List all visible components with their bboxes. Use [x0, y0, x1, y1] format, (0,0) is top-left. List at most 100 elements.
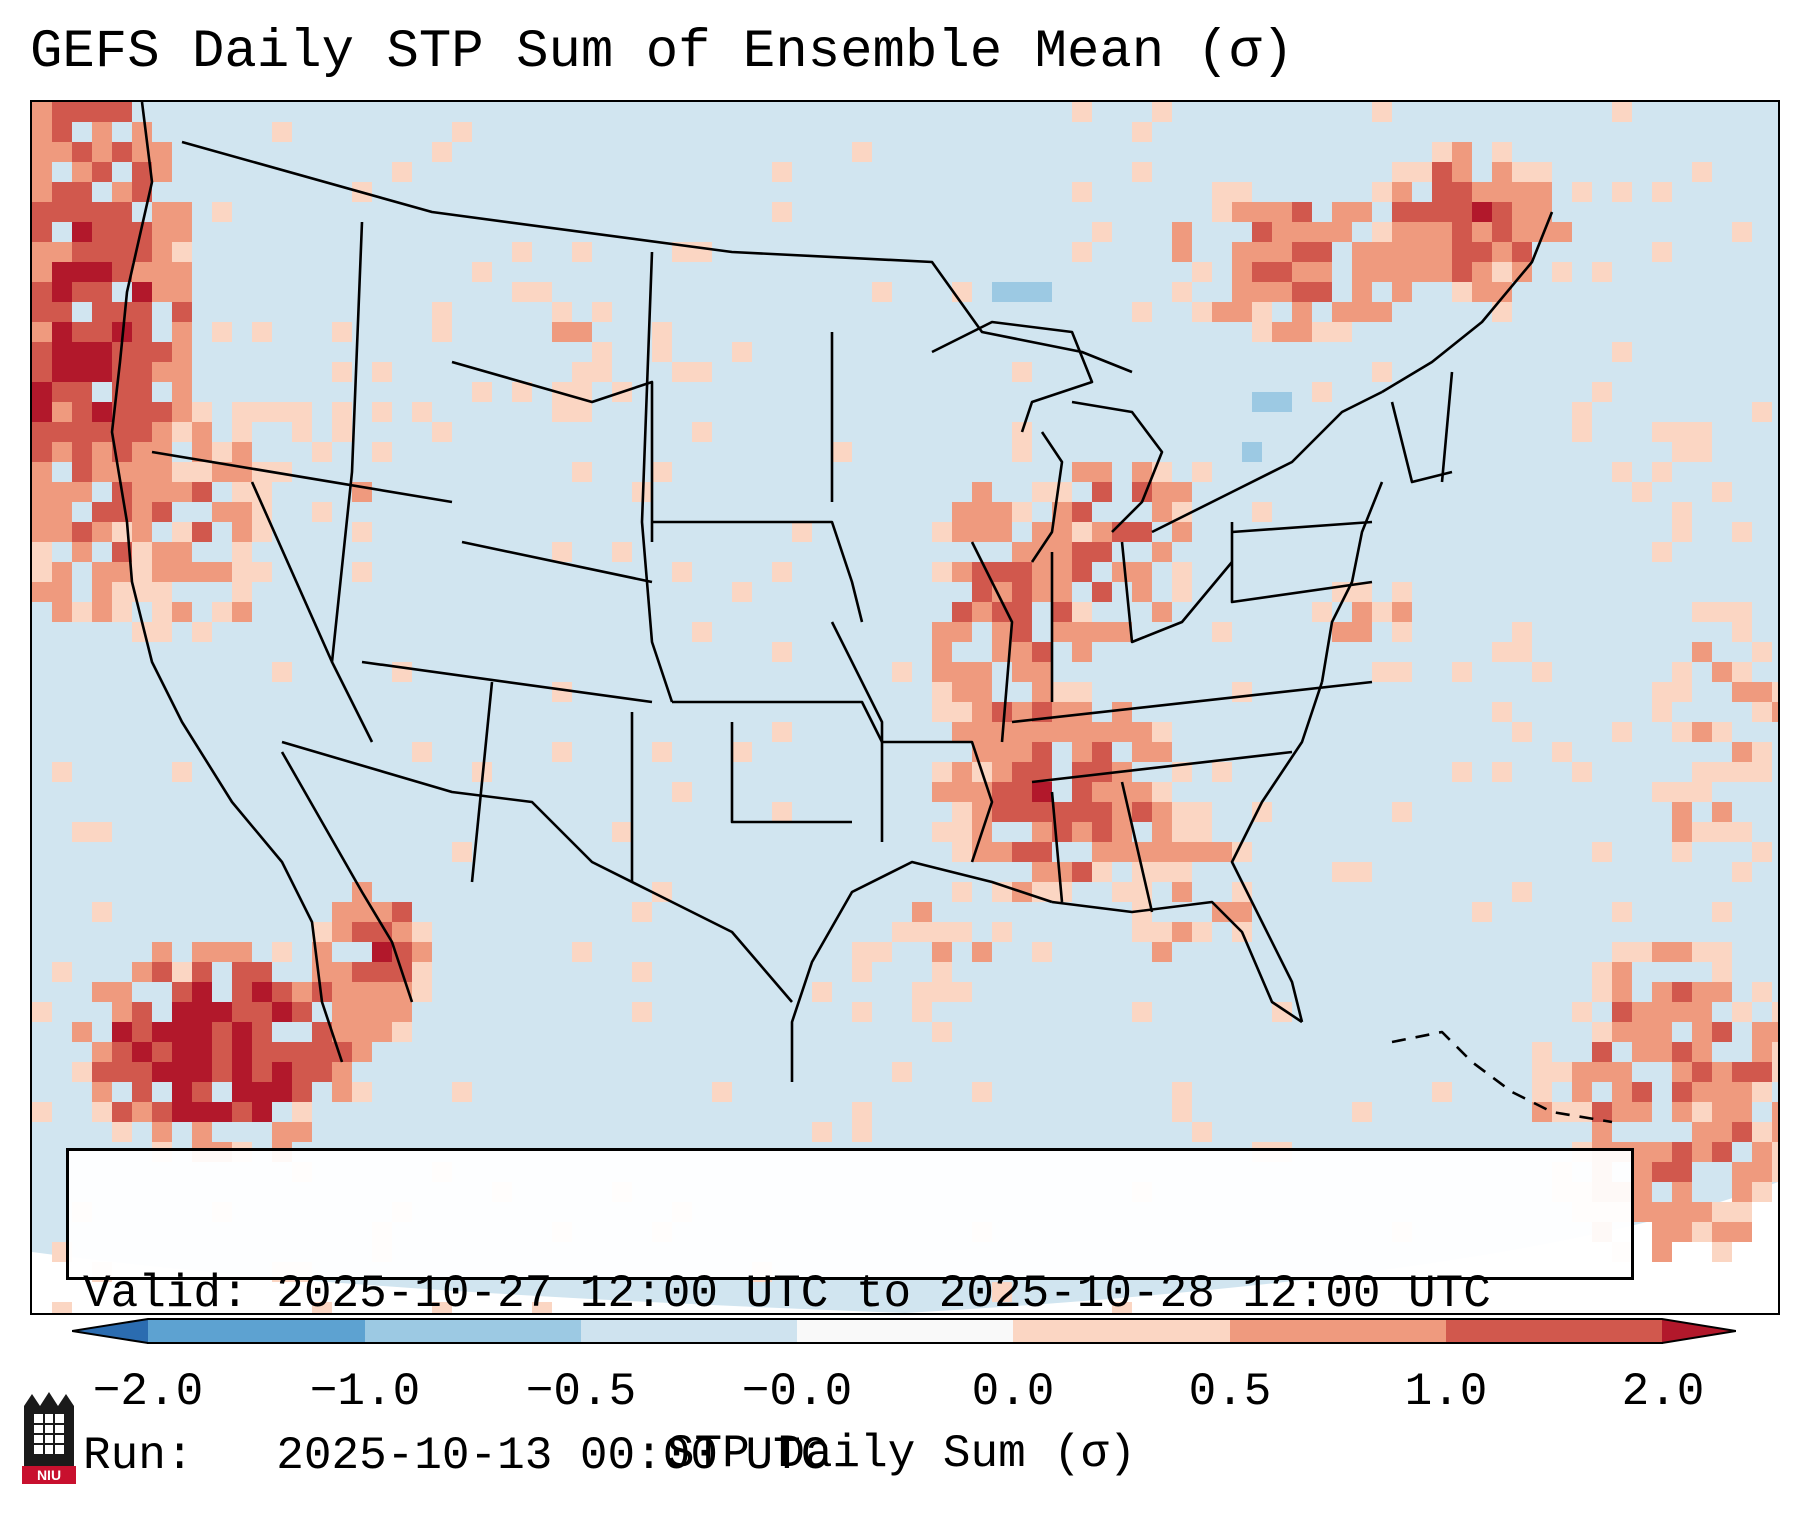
stp-cell — [1172, 1102, 1192, 1122]
stp-cell — [1752, 1182, 1772, 1202]
stp-cell — [252, 1022, 272, 1042]
stp-cell — [92, 1062, 112, 1082]
stp-cell — [1732, 682, 1752, 702]
stp-cell — [1572, 422, 1592, 442]
stp-cell — [92, 422, 112, 442]
stp-cell — [192, 482, 212, 502]
stp-cell — [1752, 1122, 1772, 1142]
stp-cell — [32, 542, 52, 562]
stp-cell — [1372, 302, 1392, 322]
stp-cell — [1672, 722, 1692, 742]
stp-cell — [732, 582, 752, 602]
map-title: GEFS Daily STP Sum of Ensemble Mean (σ) — [30, 22, 1294, 83]
stp-cell — [1172, 1082, 1192, 1102]
stp-cell — [1172, 242, 1192, 262]
stp-cell — [1632, 482, 1652, 502]
stp-cell — [652, 342, 672, 362]
stp-cell — [532, 1302, 552, 1313]
stp-cell — [852, 962, 872, 982]
stp-cell — [1032, 562, 1052, 582]
stp-cell — [1392, 202, 1412, 222]
stp-cell — [1712, 962, 1732, 982]
stp-cell — [1572, 762, 1592, 782]
colorbar-bin — [1230, 1319, 1446, 1343]
stp-cell — [52, 282, 72, 302]
stp-cell — [232, 562, 252, 582]
stp-cell — [172, 202, 192, 222]
stp-cell — [312, 922, 332, 942]
stp-cell — [1152, 502, 1172, 522]
map-panel[interactable] — [30, 100, 1780, 1315]
stp-cell — [152, 162, 172, 182]
stp-cell — [1312, 602, 1332, 622]
stp-cell — [1672, 782, 1692, 802]
stp-cell — [152, 442, 172, 462]
stp-cell — [1112, 842, 1132, 862]
stp-cell — [292, 982, 312, 1002]
stp-cell — [972, 662, 992, 682]
colorbar-bin — [1662, 1319, 1736, 1343]
stp-cell — [172, 402, 192, 422]
stp-cell — [1012, 622, 1032, 642]
stp-cell — [1052, 802, 1072, 822]
map-canvas[interactable] — [32, 102, 1778, 1313]
stp-cell — [592, 302, 612, 322]
stp-cell — [212, 1062, 232, 1082]
stp-cell-negative — [992, 282, 1012, 302]
stp-cell — [932, 822, 952, 842]
stp-cell — [1252, 502, 1272, 522]
stp-cell — [112, 242, 132, 262]
stp-cell — [212, 942, 232, 962]
stp-cell — [392, 1022, 412, 1042]
stp-cell — [172, 462, 192, 482]
stp-cell — [1132, 582, 1152, 602]
stp-cell — [952, 722, 972, 742]
stp-cell — [1592, 1022, 1612, 1042]
stp-cell — [852, 142, 872, 162]
stp-cell — [172, 282, 192, 302]
stp-cell — [72, 222, 92, 242]
stp-cell — [1012, 582, 1032, 602]
stp-cell — [1672, 842, 1692, 862]
colorbar-tick-label: 1.0 — [1404, 1366, 1488, 1418]
stp-cell — [1052, 582, 1072, 602]
stp-cell — [32, 402, 52, 422]
stp-cell — [592, 362, 612, 382]
stp-cell — [1592, 1102, 1612, 1122]
colorbar-bin — [365, 1319, 581, 1343]
stp-cell — [1732, 762, 1752, 782]
stp-cell — [1112, 562, 1132, 582]
stp-cell — [1472, 202, 1492, 222]
stp-cell — [832, 442, 852, 462]
stp-cell — [1772, 1122, 1778, 1142]
stp-cell — [372, 362, 392, 382]
stp-cell — [272, 462, 292, 482]
stp-cell — [272, 1062, 292, 1082]
stp-cell — [1452, 162, 1472, 182]
stp-cell — [1072, 602, 1092, 622]
stp-cell — [1412, 242, 1432, 262]
colorbar-tick-label: 0.0 — [971, 1366, 1055, 1418]
stp-cell — [112, 302, 132, 322]
stp-cell — [1732, 1062, 1752, 1082]
run-label: Run: — [83, 1430, 194, 1482]
stp-cell — [292, 1002, 312, 1022]
stp-cell — [232, 402, 252, 422]
stp-cell — [32, 162, 52, 182]
stp-cell — [1492, 182, 1512, 202]
stp-cell — [112, 462, 132, 482]
stp-cell — [552, 742, 572, 762]
stp-cell — [272, 982, 292, 1002]
stp-cell — [1152, 922, 1172, 942]
stp-cell — [72, 202, 92, 222]
stp-cell — [732, 742, 752, 762]
stp-cell — [52, 262, 72, 282]
stp-cell — [552, 382, 572, 402]
stp-cell — [132, 262, 152, 282]
stp-cell — [1572, 1062, 1592, 1082]
stp-cell — [252, 482, 272, 502]
stp-cell — [72, 482, 92, 502]
stp-cell — [1092, 862, 1112, 882]
boundary-line — [1390, 401, 1453, 484]
stp-cell — [112, 1042, 132, 1062]
